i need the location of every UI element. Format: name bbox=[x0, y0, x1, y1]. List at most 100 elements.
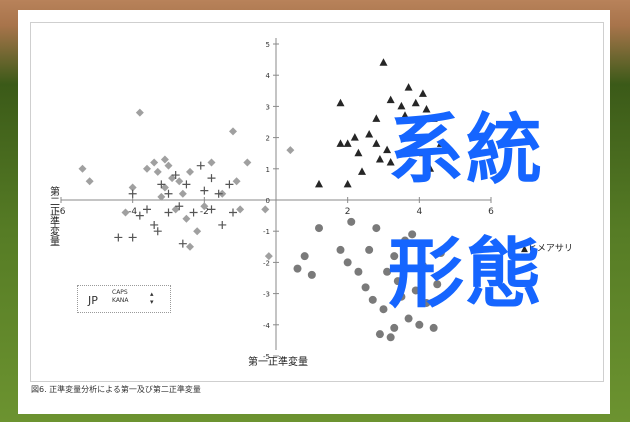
point-diamond bbox=[85, 177, 94, 186]
point-circle bbox=[315, 224, 323, 233]
x-tick-label: -2 bbox=[200, 207, 209, 217]
scatter-chart: -6 -4 -2 2 4 6 -5 -4 -3 -2 -1 0 1 2 3 4 5 第一正準変量 第二正準変量 ▲ヒメ… bbox=[48, 38, 573, 368]
point-triangle bbox=[372, 139, 381, 147]
point-triangle bbox=[343, 179, 352, 188]
y-tick-label: 3 bbox=[266, 103, 270, 111]
point-circle bbox=[404, 314, 413, 323]
ime-caps-kana-label: CAPS KANA bbox=[112, 289, 129, 305]
point-triangle bbox=[379, 58, 388, 66]
point-diamond bbox=[153, 167, 162, 176]
point-plus bbox=[182, 180, 191, 189]
slide: -6 -4 -2 2 4 6 -5 -4 -3 -2 -1 0 1 2 3 4 5 第一正準変量 第二正準変量 ▲ヒメ… bbox=[18, 10, 610, 414]
point-triangle bbox=[418, 89, 427, 97]
point-plus bbox=[207, 174, 216, 183]
point-circle bbox=[408, 230, 417, 239]
point-triangle bbox=[426, 164, 435, 172]
point-diamond bbox=[143, 164, 151, 173]
point-circle bbox=[361, 283, 370, 292]
point-plus bbox=[196, 161, 205, 170]
point-diamond bbox=[160, 183, 169, 192]
point-circle bbox=[411, 286, 420, 295]
point-plus bbox=[128, 233, 137, 242]
point-plus bbox=[225, 180, 234, 189]
point-triangle bbox=[401, 111, 409, 119]
point-diamond bbox=[232, 177, 241, 186]
figure-caption: 図6. 正準変量分析による第一及び第二正準変量 bbox=[31, 385, 201, 394]
point-diamond bbox=[182, 214, 191, 223]
point-triangle bbox=[372, 114, 381, 122]
point-circle bbox=[401, 236, 409, 245]
point-diamond bbox=[186, 242, 194, 251]
point-plus bbox=[229, 208, 237, 217]
point-circle bbox=[415, 320, 424, 329]
point-triangle bbox=[418, 148, 427, 157]
point-diamond bbox=[207, 158, 216, 167]
point-circle bbox=[372, 224, 381, 233]
point-circle bbox=[429, 323, 438, 332]
point-diamond bbox=[186, 167, 194, 176]
point-circle bbox=[343, 258, 352, 267]
point-triangle bbox=[375, 154, 384, 163]
overlay-title-line-1: 系統 bbox=[388, 105, 544, 194]
point-diamond bbox=[168, 174, 177, 183]
x-tick-label: 2 bbox=[345, 207, 351, 217]
ime-status-widget[interactable]: JP CAPS KANA ▴ ▾ bbox=[77, 285, 171, 313]
point-plus bbox=[153, 227, 162, 236]
point-triangle bbox=[354, 148, 363, 157]
point-triangle bbox=[350, 133, 359, 141]
point-circle bbox=[375, 330, 384, 339]
point-circle bbox=[386, 333, 395, 342]
point-diamond bbox=[175, 177, 184, 186]
point-circle bbox=[336, 245, 345, 254]
ime-mode-label: JP bbox=[88, 294, 98, 307]
point-circle bbox=[422, 298, 431, 307]
point-diamond bbox=[157, 192, 166, 201]
point-triangle bbox=[336, 98, 345, 107]
point-plus bbox=[164, 208, 173, 217]
point-circle bbox=[368, 295, 377, 304]
point-diamond bbox=[261, 205, 270, 214]
point-plus bbox=[175, 202, 184, 211]
x-axis-label: 第一正準変量 bbox=[248, 355, 308, 368]
x-tick-label: 4 bbox=[416, 207, 422, 217]
point-plus bbox=[171, 171, 180, 180]
point-diamond bbox=[78, 164, 87, 173]
point-circle bbox=[307, 270, 316, 279]
point-circle bbox=[300, 252, 309, 261]
point-circle bbox=[436, 249, 445, 258]
point-diamond bbox=[178, 189, 187, 198]
point-diamond bbox=[150, 158, 159, 167]
point-plus bbox=[164, 189, 173, 198]
ime-caps-label: CAPS bbox=[112, 289, 128, 296]
point-diamond bbox=[286, 146, 295, 155]
overlay-title-line-2: 形態 bbox=[388, 229, 544, 318]
point-diamond bbox=[236, 205, 245, 214]
point-diamond bbox=[160, 155, 169, 164]
y-tick-label: -3 bbox=[263, 291, 270, 299]
point-diamond bbox=[121, 208, 130, 217]
point-triangle bbox=[358, 167, 366, 175]
y-tick-label: -1 bbox=[263, 228, 270, 236]
y-tick-label: 0 bbox=[266, 197, 270, 205]
point-triangle bbox=[429, 114, 438, 122]
point-triangle bbox=[386, 158, 395, 166]
point-circle bbox=[397, 292, 406, 301]
point-diamond bbox=[200, 202, 209, 211]
x-tick-label: 6 bbox=[488, 207, 494, 217]
y-tick-label: -4 bbox=[263, 322, 271, 330]
point-circle bbox=[390, 252, 399, 261]
point-triangle bbox=[436, 139, 445, 147]
point-plus bbox=[214, 189, 223, 198]
legend-label: ▲ヒメアサリ bbox=[521, 243, 573, 254]
point-circle bbox=[347, 217, 356, 226]
point-plus bbox=[150, 220, 159, 229]
point-plus bbox=[207, 205, 216, 214]
point-plus bbox=[178, 239, 187, 248]
point-plus bbox=[189, 208, 198, 217]
point-circle bbox=[354, 267, 363, 276]
point-circle bbox=[418, 261, 427, 270]
point-plus bbox=[114, 233, 123, 242]
y-tick-label: 4 bbox=[266, 72, 271, 80]
point-plus bbox=[128, 189, 137, 198]
point-plus bbox=[157, 180, 166, 189]
